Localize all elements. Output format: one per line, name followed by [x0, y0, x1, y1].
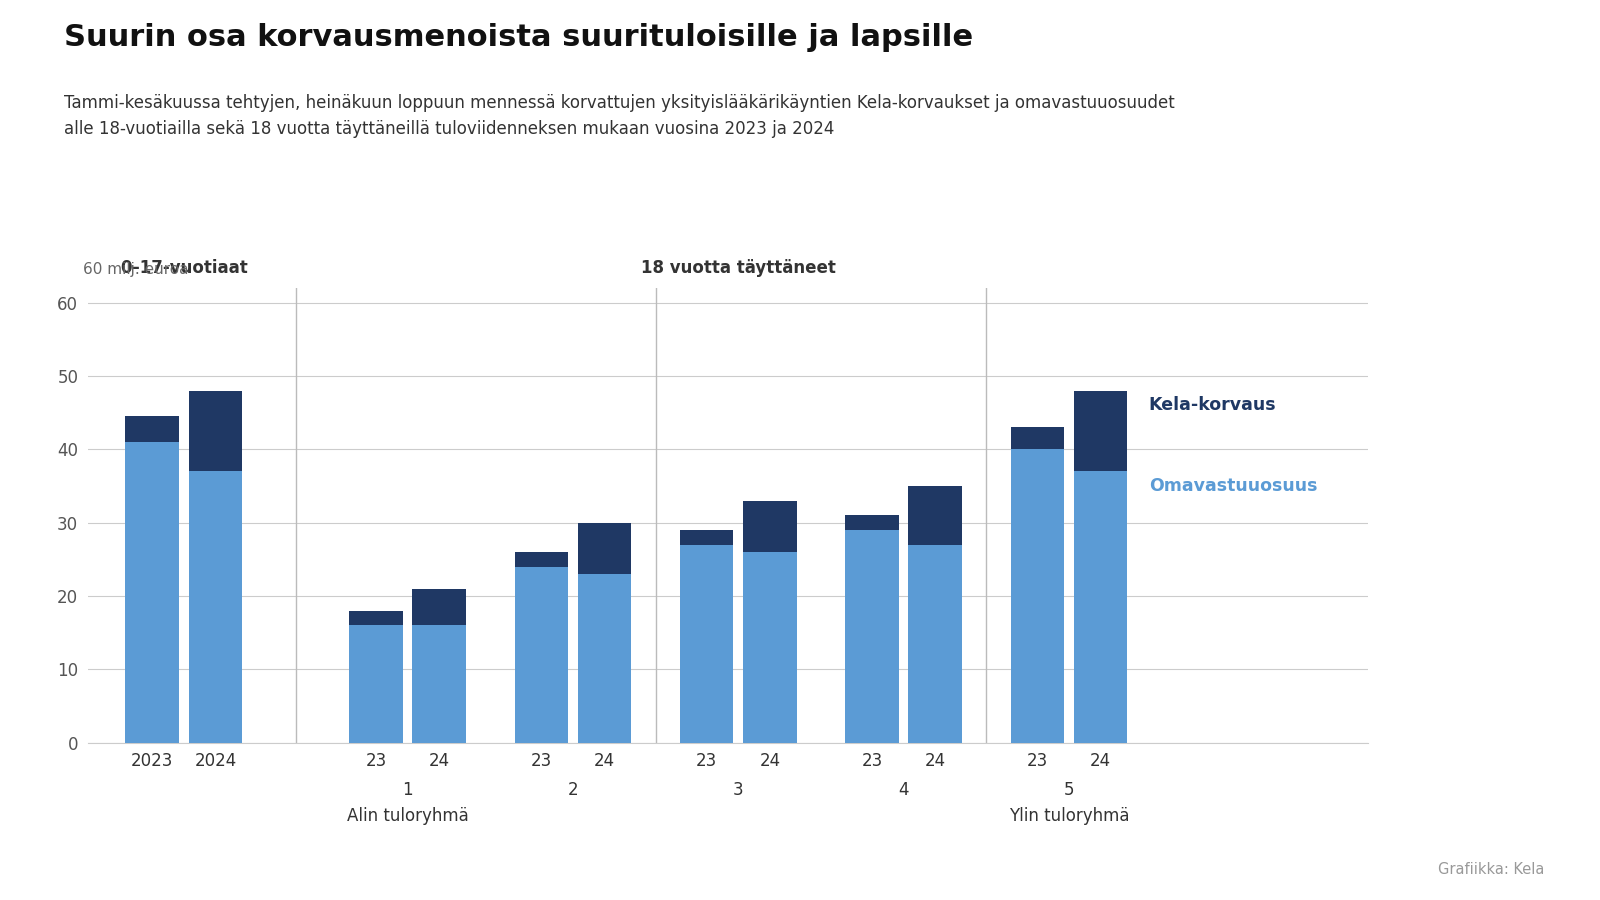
Bar	[515, 552, 568, 567]
Text: 4: 4	[898, 780, 909, 798]
Text: 18 vuotta täyttäneet: 18 vuotta täyttäneet	[640, 259, 835, 277]
Bar	[349, 626, 403, 742]
Bar	[1074, 391, 1128, 472]
Bar	[413, 589, 466, 626]
Bar	[742, 552, 797, 742]
Bar	[413, 626, 466, 742]
Text: 1: 1	[402, 780, 413, 798]
Bar	[125, 442, 179, 742]
Bar	[680, 544, 733, 742]
Text: 60 milj. euroa: 60 milj. euroa	[83, 262, 189, 277]
Text: 2: 2	[568, 780, 578, 798]
Bar	[909, 486, 962, 544]
Bar	[125, 417, 179, 442]
Text: Tammi-kesäkuussa tehtyjen, heinäkuun loppuun mennessä korvattujen yksityislääkär: Tammi-kesäkuussa tehtyjen, heinäkuun lop…	[64, 94, 1174, 138]
Bar	[578, 523, 632, 574]
Text: 0–17-vuotiaat: 0–17-vuotiaat	[120, 259, 248, 277]
Text: Suurin osa korvausmenoista suurituloisille ja lapsille: Suurin osa korvausmenoista suurituloisil…	[64, 22, 973, 51]
Text: Grafiikka: Kela: Grafiikka: Kela	[1438, 862, 1544, 878]
Bar	[845, 530, 899, 742]
Bar	[1011, 428, 1064, 449]
Bar	[515, 567, 568, 742]
Bar	[349, 610, 403, 626]
Text: 3: 3	[733, 780, 744, 798]
Text: Kela-korvaus: Kela-korvaus	[1149, 396, 1277, 414]
Bar	[680, 530, 733, 544]
Text: Alin tuloryhmä: Alin tuloryhmä	[347, 807, 469, 825]
Text: Ylin tuloryhmä: Ylin tuloryhmä	[1008, 807, 1130, 825]
Bar	[742, 500, 797, 552]
Text: Omavastuuosuus: Omavastuuosuus	[1149, 477, 1317, 495]
Bar	[1074, 472, 1128, 742]
Bar	[578, 574, 632, 742]
Bar	[909, 544, 962, 742]
Bar	[189, 472, 242, 742]
Bar	[189, 391, 242, 472]
Bar	[845, 515, 899, 530]
Text: 5: 5	[1064, 780, 1074, 798]
Bar	[1011, 449, 1064, 742]
